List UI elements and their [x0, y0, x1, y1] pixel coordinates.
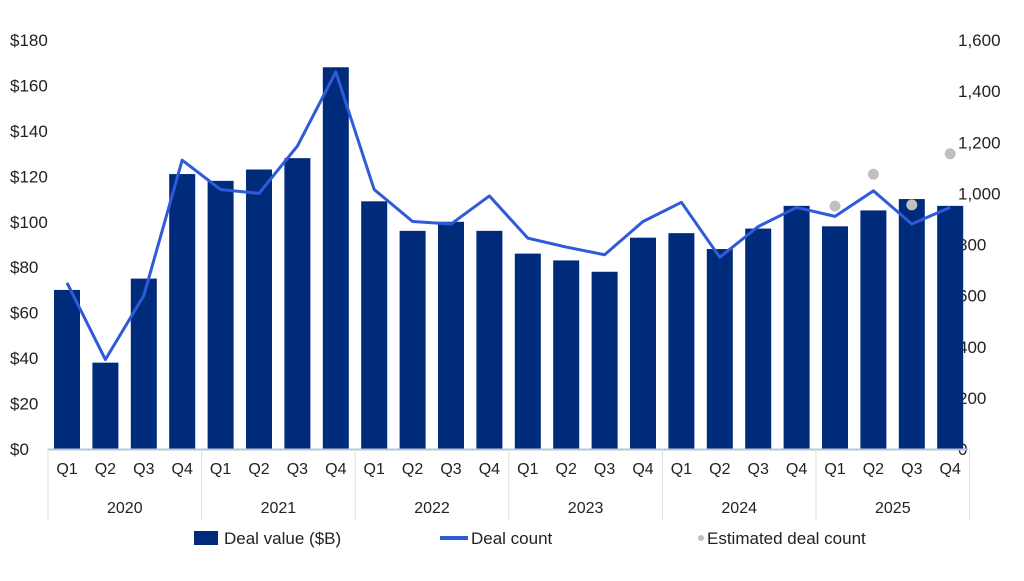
x-tick-label: Q2 [402, 461, 423, 478]
bar [323, 67, 349, 449]
x-tick-label: Q4 [172, 461, 193, 478]
bar [400, 231, 426, 449]
bar [592, 272, 618, 449]
x-tick-label: Q1 [56, 461, 77, 478]
legend: Deal value ($B) Deal count Estimated dea… [194, 529, 866, 548]
right-tick-label: 1,000 [958, 184, 1001, 203]
x-tick-label: Q2 [556, 461, 577, 478]
bar [515, 254, 541, 449]
group-label: 2021 [261, 500, 297, 517]
group-label: 2023 [568, 500, 604, 517]
bar [553, 260, 579, 449]
left-tick-label: $20 [10, 395, 38, 414]
bar [668, 233, 694, 449]
left-tick-label: $100 [10, 213, 48, 232]
estimated-dot [830, 201, 841, 212]
left-tick-label: $120 [10, 167, 48, 186]
x-tick-label: Q4 [940, 461, 961, 478]
left-tick-label: $180 [10, 31, 48, 50]
bar [937, 206, 963, 449]
bar [169, 174, 195, 449]
x-tick-label: Q3 [133, 461, 154, 478]
right-tick-label: 1,600 [958, 31, 1001, 50]
group-label: 2022 [414, 500, 450, 517]
right-tick-label: 1,200 [958, 133, 1001, 152]
x-tick-label: Q3 [594, 461, 615, 478]
estimated-dot [945, 148, 956, 159]
x-tick-label: Q4 [325, 461, 346, 478]
right-tick-label: 1,400 [958, 82, 1001, 101]
bar [707, 249, 733, 449]
bar [54, 290, 80, 449]
bar [899, 199, 925, 449]
left-tick-label: $160 [10, 76, 48, 95]
bar [860, 210, 886, 449]
x-tick-label: Q2 [709, 461, 730, 478]
left-tick-label: $60 [10, 304, 38, 323]
left-tick-label: $40 [10, 349, 38, 368]
x-tick-label: Q1 [210, 461, 231, 478]
bar [630, 238, 656, 449]
x-tick-label: Q4 [479, 461, 500, 478]
x-tick-label: Q3 [901, 461, 922, 478]
bar [131, 279, 157, 449]
bar [92, 363, 118, 449]
x-tick-label: Q3 [287, 461, 308, 478]
bar [822, 226, 848, 449]
x-tick-label: Q1 [364, 461, 385, 478]
bar [476, 231, 502, 449]
group-label: 2024 [721, 500, 757, 517]
bar [784, 206, 810, 449]
legend-label-dot: Estimated deal count [707, 529, 866, 548]
bar [745, 229, 771, 449]
x-tick-label: Q3 [440, 461, 461, 478]
deal-count-line [67, 72, 950, 360]
group-label: 2020 [107, 500, 143, 517]
legend-swatch-line [440, 536, 468, 540]
bar [438, 222, 464, 449]
legend-swatch-bar [194, 531, 218, 545]
x-tick-label: Q2 [248, 461, 269, 478]
left-tick-label: $0 [10, 440, 29, 459]
estimated-dot [906, 199, 917, 210]
bar [361, 201, 387, 449]
left-axis: $0 $20 $40 $60 $80 $100 $120 $140 $160 $180 [10, 31, 48, 459]
x-tick-label: Q1 [671, 461, 692, 478]
bar [284, 158, 310, 449]
x-tick-label: Q1 [824, 461, 845, 478]
bars [54, 67, 963, 449]
x-tick-label: Q2 [863, 461, 884, 478]
x-tick-label: Q1 [517, 461, 538, 478]
left-tick-label: $80 [10, 258, 38, 277]
legend-label-bar: Deal value ($B) [224, 529, 341, 548]
bar [208, 181, 234, 449]
estimated-dots [830, 148, 956, 211]
x-axis: Q1 Q2 Q3 Q4 Q1 Q2 Q3 Q4 Q1 Q2 Q3 Q4 Q1 Q2 Q3 Q4 Q1 Q2 Q3 Q4… [48, 449, 970, 520]
legend-swatch-dot [698, 535, 704, 541]
x-tick-label: Q2 [95, 461, 116, 478]
legend-label-line: Deal count [471, 529, 553, 548]
bar [246, 170, 272, 449]
group-label: 2025 [875, 500, 911, 517]
estimated-dot [868, 169, 879, 180]
deal-count-polyline [67, 72, 950, 360]
left-tick-label: $140 [10, 122, 48, 141]
x-tick-label: Q4 [632, 461, 653, 478]
x-tick-label: Q4 [786, 461, 807, 478]
x-tick-label: Q3 [748, 461, 769, 478]
